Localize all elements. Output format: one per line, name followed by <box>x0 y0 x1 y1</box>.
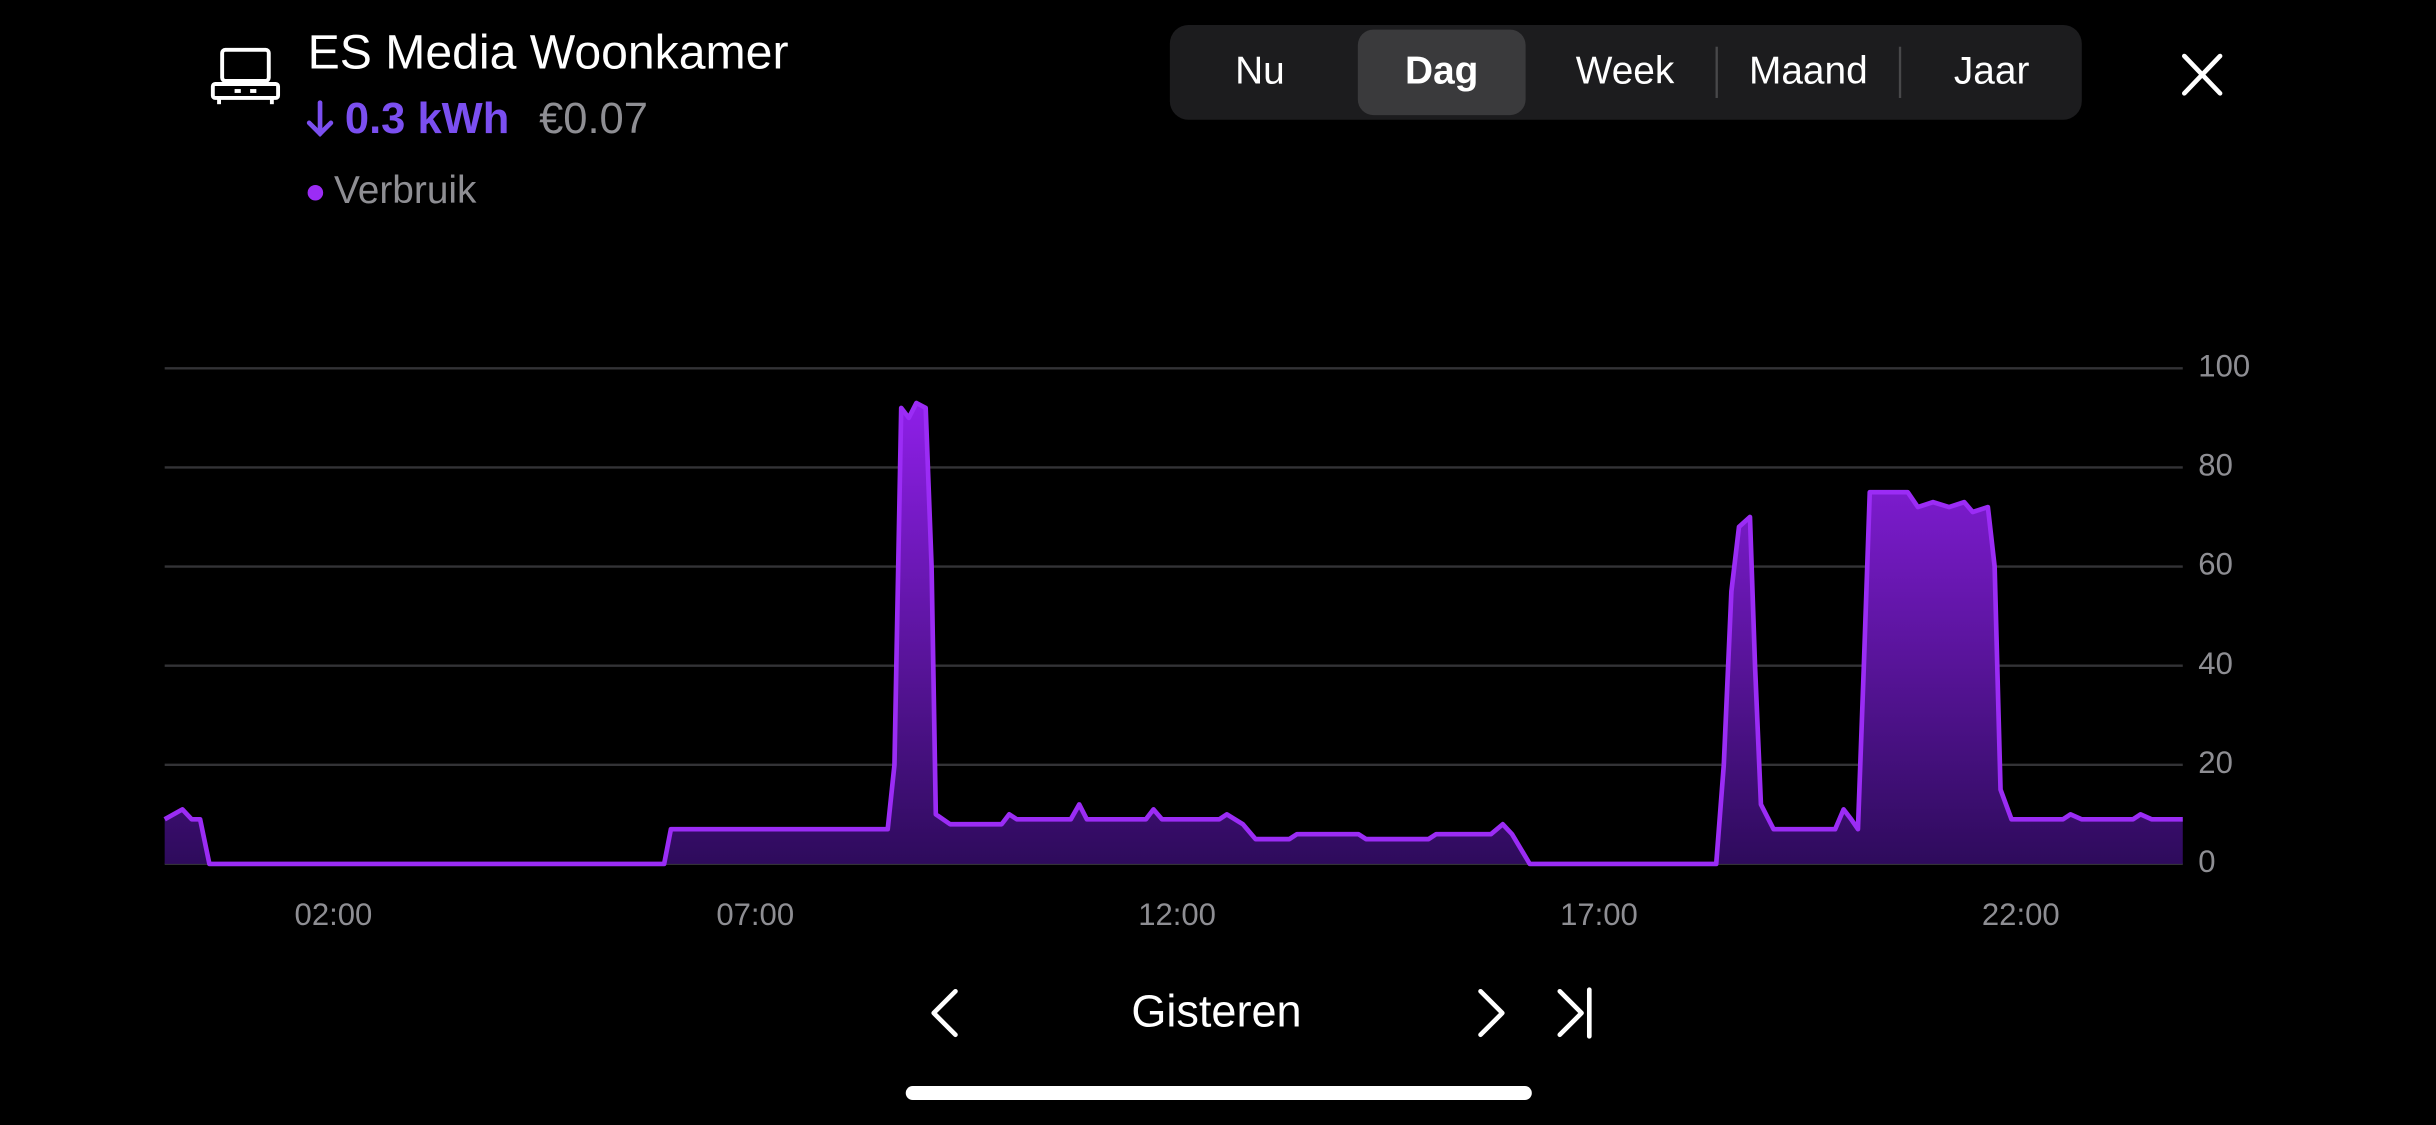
y-tick-label: 40 <box>2198 646 2233 681</box>
cost-total: €0.07 <box>539 95 648 143</box>
legend-dot <box>307 184 324 201</box>
y-tick-label: 80 <box>2198 448 2233 483</box>
tab[interactable]: Nu <box>1235 49 1285 92</box>
prev-button[interactable] <box>931 988 958 1038</box>
x-tick-label: 17:00 <box>1560 897 1638 932</box>
latest-button[interactable] <box>1557 987 1592 1039</box>
y-tick-label: 0 <box>2198 844 2215 879</box>
tab[interactable]: Week <box>1576 49 1675 92</box>
x-tick-label: 02:00 <box>295 897 373 932</box>
x-tick-label: 07:00 <box>716 897 794 932</box>
legend-label: Verbruik <box>334 169 477 212</box>
period-label: Gisteren <box>1131 985 1301 1036</box>
y-tick-label: 20 <box>2198 745 2233 780</box>
close-button[interactable] <box>2181 53 2223 96</box>
x-tick-label: 22:00 <box>1982 897 2060 932</box>
down-arrow <box>306 100 334 138</box>
tab[interactable]: Dag <box>1405 49 1478 92</box>
y-tick-label: 60 <box>2198 547 2233 582</box>
energy-total: 0.3 kWh <box>345 95 509 143</box>
x-tick-label: 12:00 <box>1138 897 1216 932</box>
area-fill <box>164 402 2183 864</box>
tabs: Nu Dag Week Maand Jaar <box>1235 29 2030 116</box>
tab-selected <box>1357 29 1526 116</box>
home-indicator <box>905 1086 1532 1101</box>
line <box>163 400 2183 867</box>
device-icon <box>210 47 281 105</box>
chart: 0 20 40 60 80 100 02:00 07:00 12:00 17:00 22:00 <box>163 349 2250 932</box>
y-tick-label: 100 <box>2198 349 2250 384</box>
tab[interactable]: Jaar <box>1954 49 2030 92</box>
next-button[interactable] <box>1478 988 1505 1038</box>
tab[interactable]: Maand <box>1749 49 1868 92</box>
device-title: ES Media Woonkamer <box>308 26 789 80</box>
